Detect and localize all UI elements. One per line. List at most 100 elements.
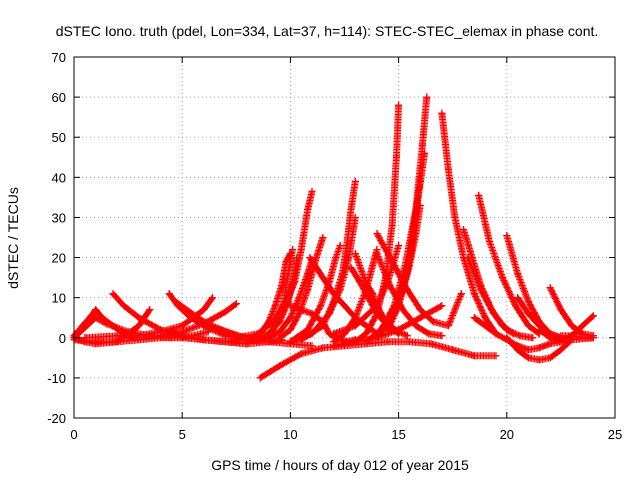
data-point <box>297 246 305 254</box>
y-tick-label: 20 <box>52 251 66 266</box>
data-point <box>271 302 279 310</box>
data-point <box>416 201 424 209</box>
data-point <box>470 314 478 322</box>
data-point <box>330 330 338 338</box>
data-point <box>470 290 478 298</box>
series-layer <box>70 93 597 382</box>
data-point <box>399 306 407 314</box>
data-point <box>308 342 316 350</box>
data-point <box>146 306 154 314</box>
data-point <box>232 334 240 342</box>
data-point <box>492 352 500 360</box>
data-point <box>403 332 411 340</box>
data-point <box>477 286 485 294</box>
data-point <box>189 314 197 322</box>
data-point <box>470 352 478 360</box>
y-tick-label: 10 <box>52 291 66 306</box>
data-series <box>256 338 500 382</box>
data-point <box>395 326 403 334</box>
data-point <box>566 338 574 346</box>
plot-frame <box>73 56 616 419</box>
data-point <box>485 238 493 246</box>
data-point <box>351 314 359 322</box>
data-series <box>351 101 403 346</box>
data-series <box>254 246 297 346</box>
data-point <box>429 318 437 326</box>
data-point <box>87 312 95 320</box>
data-point <box>135 332 143 340</box>
data-series <box>503 334 574 364</box>
data-point <box>102 320 110 328</box>
data-point <box>546 284 554 292</box>
data-point <box>524 310 532 318</box>
y-tick-label: 40 <box>52 170 66 185</box>
data-point <box>135 314 143 322</box>
data-point <box>568 332 576 340</box>
data-point <box>351 250 359 258</box>
data-point <box>286 314 294 322</box>
data-point <box>451 213 459 221</box>
y-tick-label: 60 <box>52 90 66 105</box>
data-series <box>265 256 316 342</box>
data-point <box>92 306 100 314</box>
data-point <box>427 340 435 348</box>
data-point <box>524 298 532 306</box>
data-point <box>297 350 305 358</box>
data-point <box>286 326 294 334</box>
data-point <box>276 362 284 370</box>
data-point <box>421 149 429 157</box>
data-point <box>356 278 364 286</box>
data-point <box>362 286 370 294</box>
data-series <box>276 234 327 342</box>
data-point <box>319 234 327 241</box>
data-point <box>412 229 420 237</box>
data-point <box>377 314 385 322</box>
data-point <box>418 141 426 149</box>
data-point <box>319 344 327 352</box>
data-point <box>403 286 411 294</box>
y-tick-label: 0 <box>59 331 66 346</box>
data-point <box>351 177 359 185</box>
y-axis-label: dSTEC / TECUs <box>5 187 21 289</box>
data-point <box>514 346 522 354</box>
data-point <box>221 308 229 316</box>
data-point <box>308 310 316 318</box>
data-point <box>475 191 483 199</box>
data-point <box>388 221 396 229</box>
x-tick-label: 5 <box>179 427 186 442</box>
data-point <box>317 302 325 310</box>
y-tick-label: -20 <box>47 411 66 426</box>
data-point <box>405 262 413 270</box>
data-point <box>343 242 351 250</box>
data-point <box>280 298 288 306</box>
data-point <box>395 242 403 250</box>
data-point <box>289 246 297 254</box>
data-point <box>557 346 565 354</box>
data-point <box>579 334 587 342</box>
data-point <box>297 336 305 344</box>
x-tick-label: 25 <box>608 427 622 442</box>
data-point <box>276 328 284 336</box>
data-series <box>464 254 537 342</box>
data-point <box>460 225 468 233</box>
data-point <box>438 302 446 310</box>
data-point <box>546 330 554 338</box>
data-point <box>395 101 403 109</box>
data-point <box>535 344 543 352</box>
data-point <box>524 346 532 354</box>
data-point <box>304 270 312 278</box>
data-point <box>589 334 597 342</box>
data-point <box>92 314 100 322</box>
data-point <box>351 322 359 330</box>
data-point <box>319 318 327 326</box>
data-point <box>217 326 225 334</box>
data-point <box>304 286 312 294</box>
data-point <box>332 254 340 262</box>
data-point <box>498 274 506 282</box>
data-point <box>319 274 327 282</box>
data-point <box>109 290 117 298</box>
data-point <box>304 205 312 213</box>
data-point <box>384 338 392 346</box>
x-tick-label: 0 <box>70 427 77 442</box>
data-point <box>221 338 229 346</box>
